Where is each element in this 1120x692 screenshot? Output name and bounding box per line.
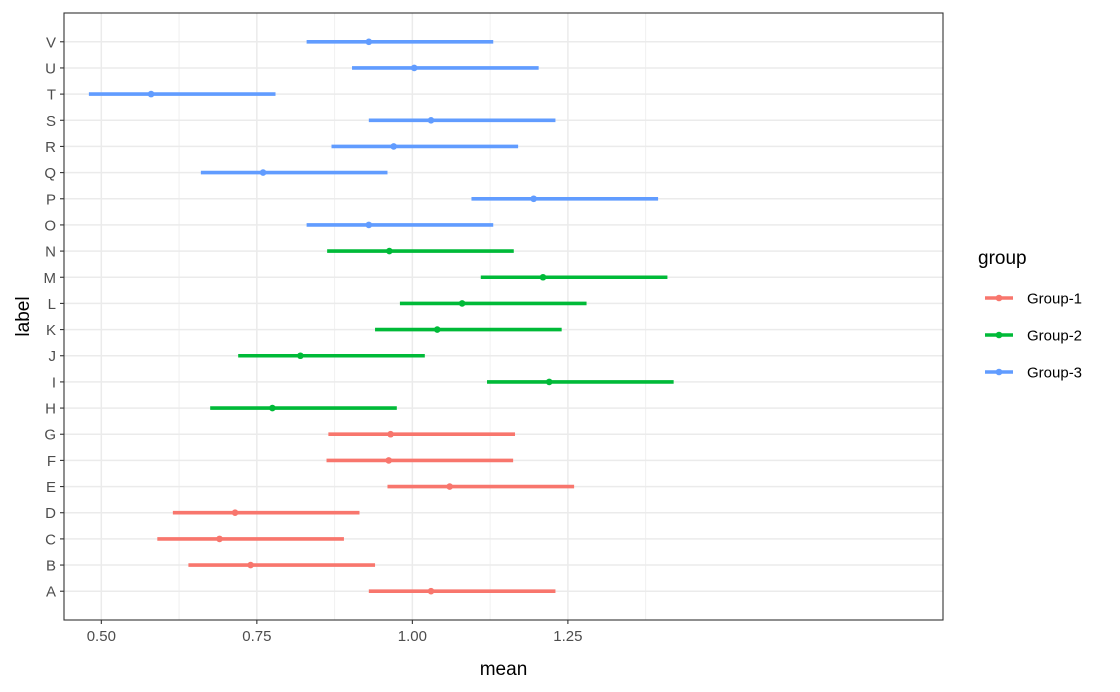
legend-label: Group-2 — [1027, 328, 1082, 345]
x-tick-label: 1.25 — [553, 628, 582, 645]
mean-point-o — [365, 221, 373, 229]
legend-title: group — [978, 248, 1027, 269]
mean-point-j — [297, 352, 304, 360]
y-tick-label: J — [49, 348, 57, 365]
mean-point-t — [147, 90, 155, 98]
mean-point-p — [530, 195, 537, 203]
y-tick-label: F — [47, 453, 56, 470]
y-tick-label: Q — [44, 165, 56, 182]
y-tick-label: U — [45, 60, 56, 77]
y-tick-label: M — [44, 270, 57, 287]
legend-key-point — [995, 331, 1003, 339]
y-tick-label: D — [45, 505, 56, 522]
legend-label: Group-3 — [1027, 365, 1082, 382]
y-tick-label: G — [44, 427, 56, 444]
panel-border — [63, 12, 944, 621]
y-tick-label: O — [44, 217, 56, 234]
x-tick-label: 1.00 — [398, 628, 427, 645]
legend-key-point — [995, 294, 1003, 302]
mean-point-a — [427, 587, 435, 595]
y-tick-label: C — [45, 531, 56, 548]
y-tick-label: T — [47, 87, 56, 104]
mean-point-g — [387, 430, 394, 438]
mean-point-i — [545, 378, 553, 386]
y-tick-label: E — [46, 479, 56, 496]
legend: group Group-1 Group-2 Group-3 — [978, 248, 1082, 382]
mean-point-h — [269, 404, 276, 412]
y-tick-label: N — [45, 244, 56, 261]
mean-point-b — [247, 561, 254, 569]
mean-point-e — [446, 483, 453, 490]
legend-label: Group-1 — [1027, 291, 1082, 308]
mean-point-m — [539, 273, 547, 281]
mean-point-n — [386, 247, 393, 255]
mean-point-f — [385, 457, 393, 464]
y-tick-label: K — [46, 322, 56, 339]
minor-gridlines — [178, 13, 647, 620]
y-tick-label: I — [52, 374, 56, 391]
y-axis-title: label — [13, 296, 34, 336]
y-tick-label: L — [48, 296, 56, 313]
mean-point-k — [433, 326, 441, 333]
y-tick-label: S — [46, 113, 56, 130]
y-tick-label: A — [46, 584, 56, 601]
x-axis-ticks: 0.50 0.75 1.00 1.25 — [87, 620, 582, 645]
x-axis-title: mean — [480, 659, 528, 680]
x-tick-label: 0.75 — [242, 628, 271, 645]
y-tick-label: V — [46, 34, 56, 51]
mean-point-q — [259, 169, 267, 176]
y-tick-label: P — [46, 191, 56, 208]
y-tick-label: R — [45, 139, 56, 156]
y-tick-label: B — [46, 558, 56, 575]
mean-point-s — [427, 116, 435, 124]
mean-point-r — [390, 143, 398, 150]
mean-point-u — [410, 64, 418, 72]
mean-point-c — [216, 535, 223, 543]
x-tick-label: 0.50 — [87, 628, 116, 645]
mean-point-d — [231, 509, 239, 517]
y-tick-label: H — [45, 401, 56, 418]
legend-key-point — [995, 368, 1003, 376]
mean-point-v — [365, 38, 373, 46]
error-bars — [88, 38, 674, 595]
mean-point-l — [458, 300, 466, 307]
